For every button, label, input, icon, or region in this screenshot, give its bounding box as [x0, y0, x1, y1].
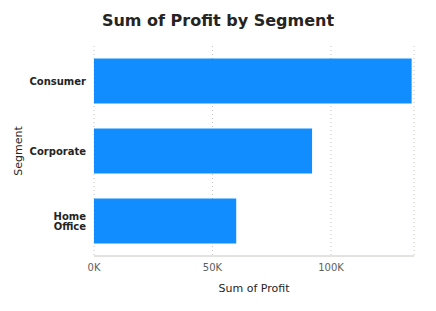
svg-text:Segment: Segment [12, 126, 25, 176]
svg-text:Sum of Profit: Sum of Profit [219, 282, 291, 295]
svg-text:Corporate: Corporate [30, 146, 87, 157]
svg-text:HomeOffice: HomeOffice [54, 211, 87, 232]
html-text:Sum of Profit by Segment: Sum of Profit by Segment [101, 11, 335, 30]
svg-text:Consumer: Consumer [29, 76, 86, 87]
svg-text:0K: 0K [88, 262, 101, 273]
svg-text:50K: 50K [203, 262, 223, 273]
svg-text:100K: 100K [318, 262, 344, 273]
